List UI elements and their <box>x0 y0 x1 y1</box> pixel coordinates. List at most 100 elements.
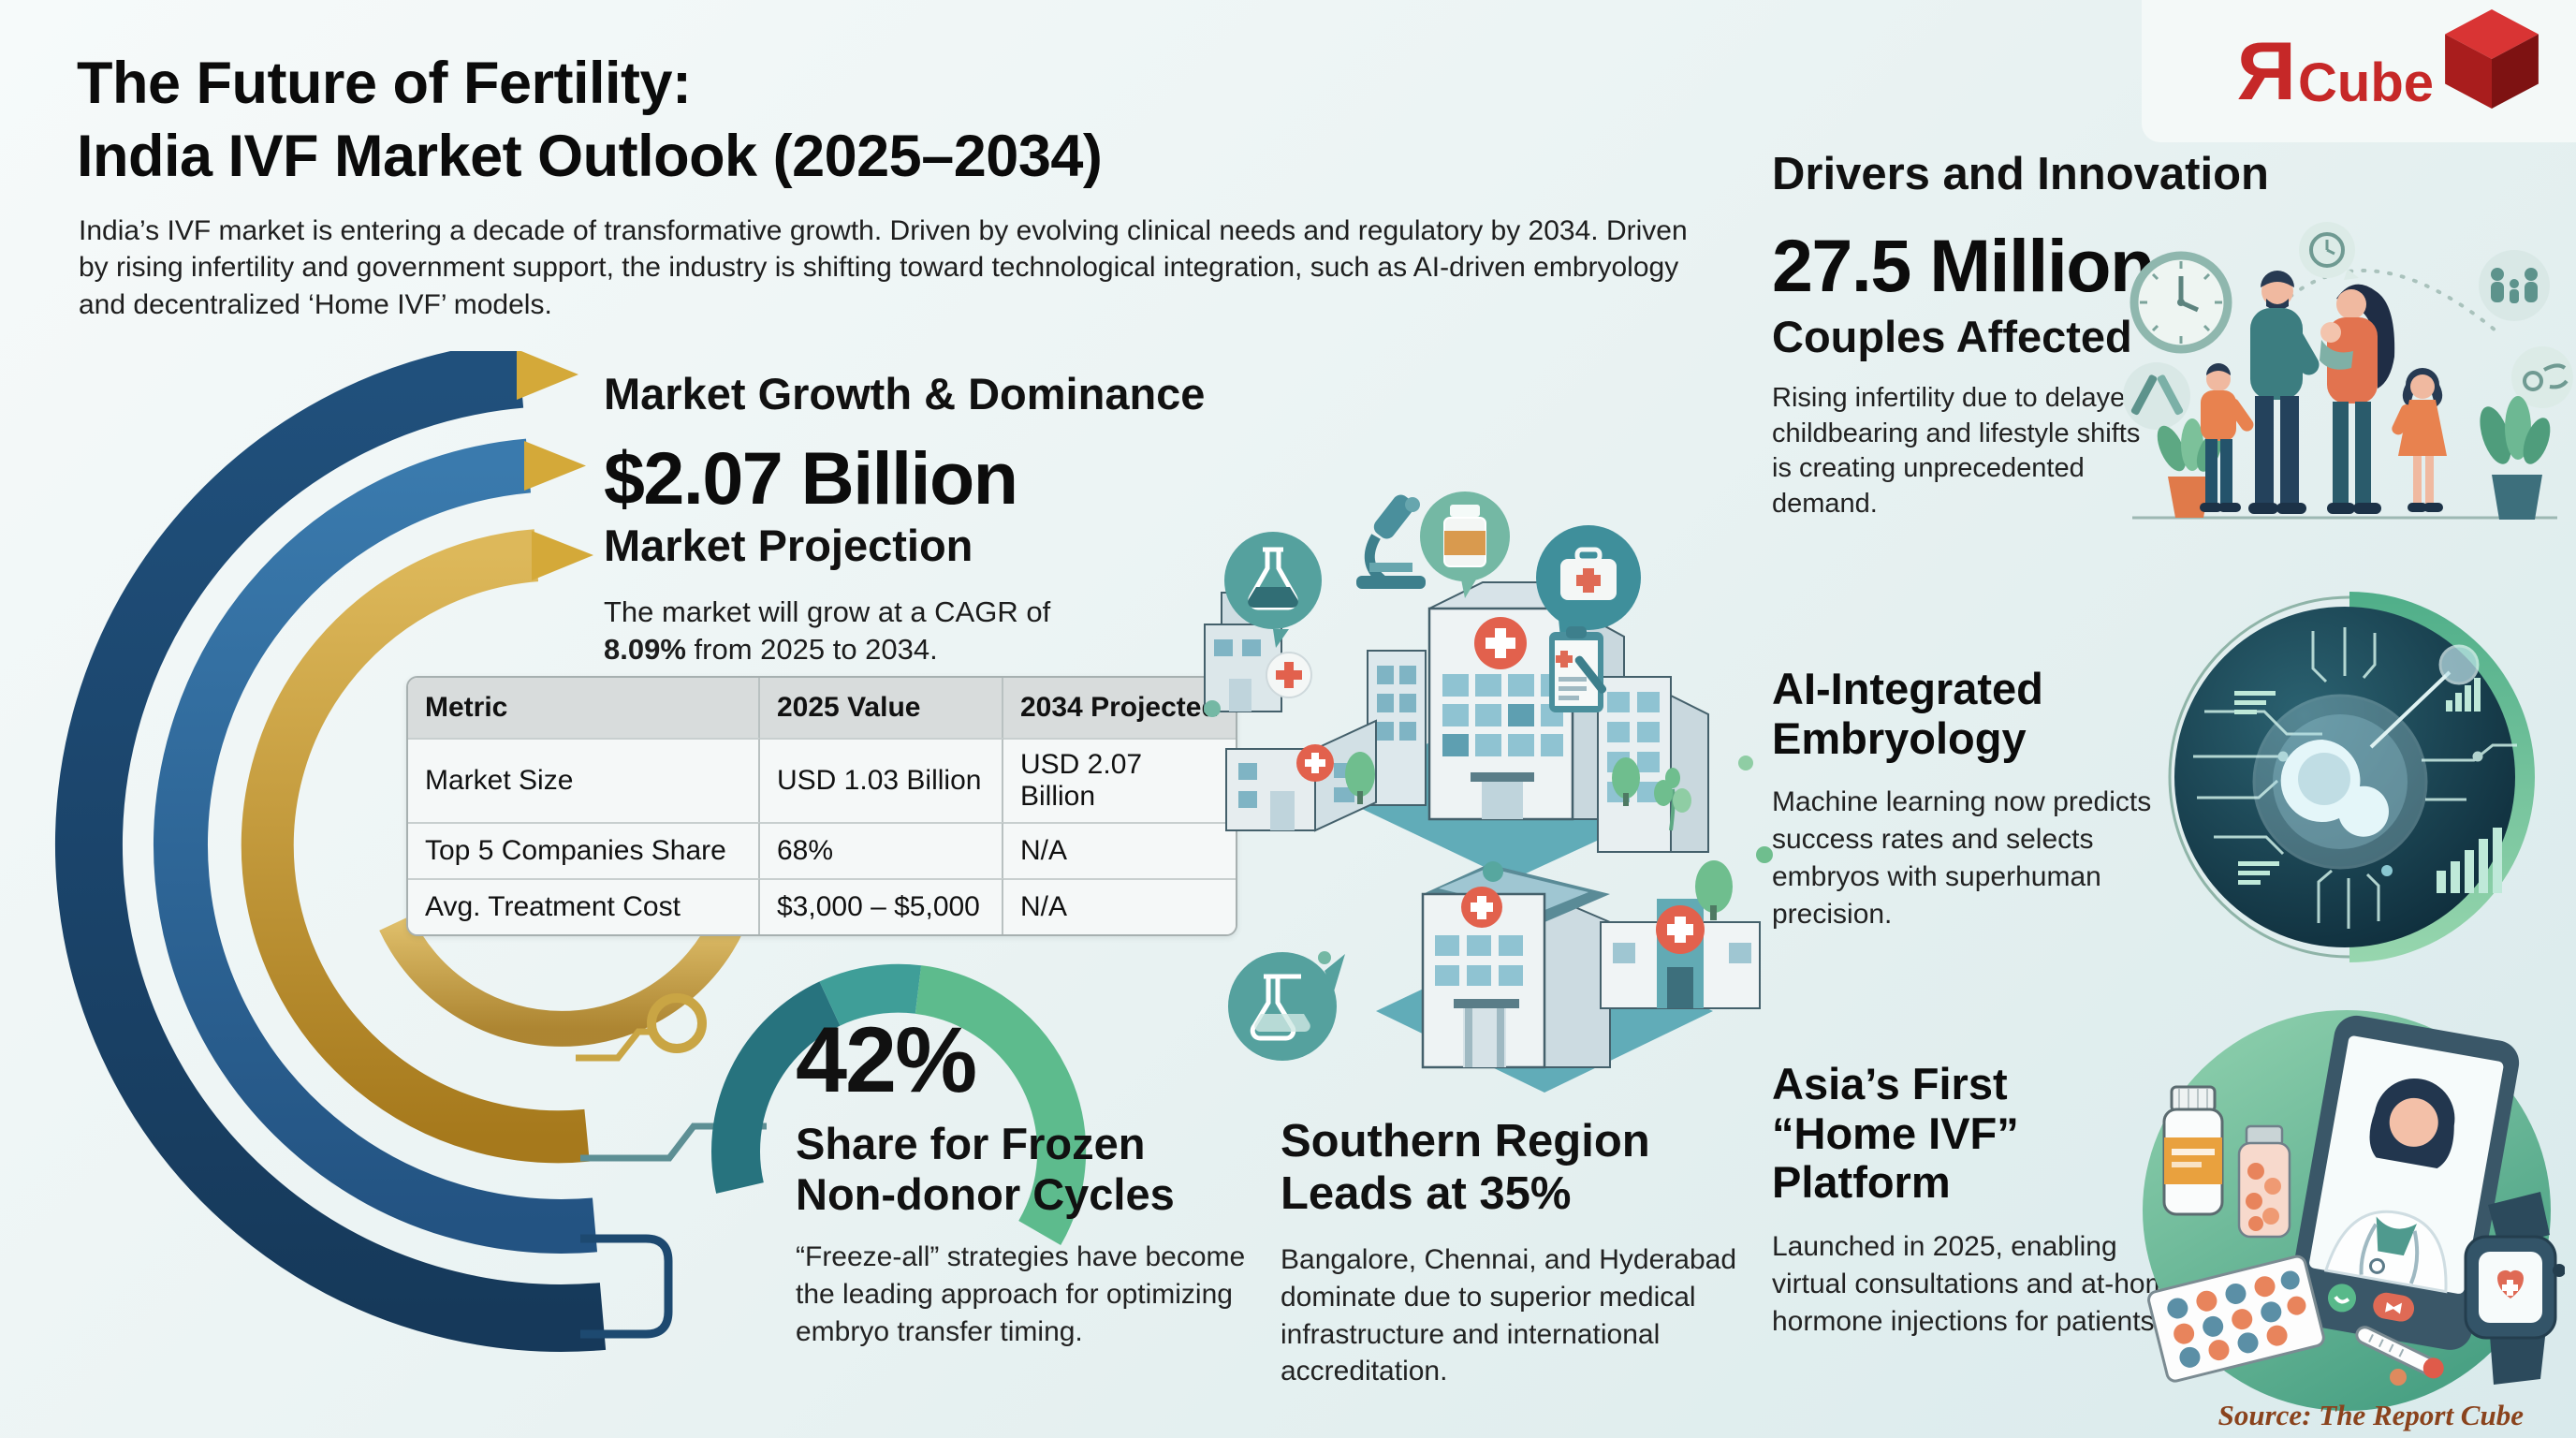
clock-icon <box>2130 251 2232 354</box>
southern-heading: Southern Region Leads at 35% <box>1281 1116 1823 1221</box>
ai-heading-line2: Embryology <box>1772 712 2027 763</box>
cell-top5-2034: N/A <box>1003 822 1236 878</box>
ai-heading-line1: AI-Integrated <box>1772 664 2043 713</box>
cell-top5: Top 5 Companies Share <box>408 822 760 878</box>
tower-building-icon <box>1597 676 1709 853</box>
ai-embryology-section: AI-Integrated Embryology Machine learnin… <box>1772 664 2184 933</box>
market-projection-stat: $2.07 Billion <box>604 436 1018 520</box>
table-row: Avg. Treatment Cost $3,000 – $5,000 N/A <box>408 878 1236 934</box>
arc-arrowheads <box>517 351 593 580</box>
mother-figure <box>2320 284 2395 514</box>
smartwatch-icon <box>2464 1192 2565 1385</box>
cagr-suffix: from 2025 to 2034. <box>685 633 938 667</box>
frozen-heading: Share for Frozen Non-donor Cycles <box>796 1119 1282 1220</box>
cell-market-size-2025: USD 1.03 Billion <box>760 738 1003 822</box>
pill-dot <box>2390 1369 2407 1386</box>
southern-heading-line1: Southern Region <box>1281 1116 1650 1167</box>
growth-arcs-graphic <box>54 351 767 1352</box>
clipboard-icon <box>1549 626 1607 712</box>
metrics-table: Metric 2025 Value 2034 Projected Market … <box>406 676 1237 936</box>
home-ivf-heading-line1: Asia’s First <box>1772 1059 2008 1108</box>
family-bubble-icon <box>2479 250 2550 321</box>
embryo-icon <box>2252 694 2428 876</box>
decor-dots <box>1204 700 1773 964</box>
pill-jar-icon <box>2237 1124 2291 1239</box>
son-figure <box>2200 363 2254 512</box>
beaker-bubble-icon <box>1228 952 1345 1061</box>
col-header-2034: 2034 Projected <box>1003 678 1236 738</box>
cell-market-size-2034: USD 2.07 Billion <box>1003 738 1236 822</box>
frozen-cycles-gauge <box>711 963 1087 1246</box>
father-figure <box>2248 271 2320 514</box>
market-growth-heading: Market Growth & Dominance <box>604 369 1206 418</box>
icsi-needle-icon <box>2369 644 2480 749</box>
col-header-2025: 2025 Value <box>760 678 1003 738</box>
cagr-value: 8.09% <box>604 633 686 667</box>
leaf-sprig-icon <box>1654 768 1691 831</box>
table-row: Market Size USD 1.03 Billion USD 2.07 Bi… <box>408 738 1236 822</box>
cagr-prefix: The market will grow at a CAGR of <box>604 594 1059 628</box>
home-ivf-heading-line2: “Home IVF” <box>1772 1108 2019 1158</box>
thin-ring <box>2168 595 2350 959</box>
logo-r-glyph: Я <box>2236 24 2296 117</box>
plant-icon <box>2480 396 2551 520</box>
thermometer-icon <box>2355 1326 2444 1379</box>
drivers-heading: Drivers and Innovation <box>1772 149 2269 199</box>
hospital-building-icon <box>1421 864 1611 1069</box>
microscope-icon <box>1356 494 1426 589</box>
medical-center-icon <box>1600 899 1761 1009</box>
table-row: Top 5 Companies Share 68% N/A <box>408 822 1236 878</box>
medicine-bottle-bubble-icon <box>1420 492 1510 598</box>
source-credit: Source: The Report Cube <box>2217 1399 2524 1431</box>
cell-cost-2025: $3,000 – $5,000 <box>760 878 1003 934</box>
cell-cost-2034: N/A <box>1003 878 1236 934</box>
frozen-cycles-section: 42% Share for Frozen Non-donor Cycles “F… <box>796 1013 1282 1351</box>
home-ivf-body: Launched in 2025, enabling virtual consu… <box>1772 1230 2185 1337</box>
market-projection-label: Market Projection <box>604 520 973 570</box>
couples-affected-section: 27.5 Million Couples Affected Rising inf… <box>1772 227 2174 522</box>
concentric-arcs <box>54 351 744 1352</box>
table-header-row: Metric 2025 Value 2034 Projected <box>408 678 1236 738</box>
brand-logo: Я Cube <box>2142 0 2576 142</box>
cell-top5-2025: 68% <box>760 822 1003 878</box>
page-title: The Future of Fertility: India IVF Marke… <box>77 47 1103 193</box>
couples-stat: 27.5 Million <box>1772 224 2155 307</box>
flask-bubble-icon <box>1224 532 1322 648</box>
southern-heading-line2: Leads at 35% <box>1281 1167 1572 1219</box>
clock-bubble-icon <box>2299 222 2359 280</box>
daughter-figure <box>2392 368 2447 512</box>
intro-paragraph: India’s IVF market is entering a decade … <box>79 215 1688 320</box>
first-aid-bubble-icon <box>1536 525 1641 638</box>
tablet-telehealth-icon <box>2287 1015 2520 1350</box>
telehealth-kit-illustration <box>2143 1010 2565 1411</box>
frozen-body: “Freeze-all” strategies have become the … <box>796 1241 1246 1347</box>
market-growth-section: Market Growth & Dominance $2.07 Billion … <box>604 368 1278 669</box>
fertility-bubble-icon <box>2511 346 2573 408</box>
couples-body: Rising infertility due to delayed childb… <box>1772 382 2141 519</box>
southern-region-section: Southern Region Leads at 35% Bangalore, … <box>1281 1116 1823 1390</box>
frozen-heading-line1: Share for Frozen <box>796 1119 1146 1168</box>
ai-heading: AI-Integrated Embryology <box>1772 664 2184 763</box>
frozen-heading-line2: Non-donor Cycles <box>796 1169 1175 1220</box>
pill-bottle-icon <box>2162 1085 2224 1216</box>
metrics-table-wrap: Metric 2025 Value 2034 Projected Market … <box>406 676 1237 936</box>
cell-cost: Avg. Treatment Cost <box>408 878 760 934</box>
hospital-cluster-illustration <box>1204 492 1773 1093</box>
frozen-share-stat: 42% <box>796 1007 977 1111</box>
pencils-bubble-icon <box>2123 362 2190 430</box>
page-title-line2: India IVF Market Outlook (2025–2034) <box>77 124 1103 190</box>
logo-word: Cube <box>2298 52 2434 113</box>
home-ivf-section: Asia’s First “Home IVF” Platform Launche… <box>1772 1059 2203 1341</box>
ai-body: Machine learning now predicts success ra… <box>1772 786 2152 930</box>
tree-icon <box>1345 752 1733 920</box>
crescent-ring <box>2349 592 2535 962</box>
couples-label: Couples Affected <box>1772 311 2132 361</box>
page-title-line1: The Future of Fertility: <box>77 51 692 116</box>
family-illustration <box>2123 222 2573 520</box>
blister-pack-icon <box>2147 1255 2325 1383</box>
embryo-ai-illustration <box>2168 592 2535 962</box>
home-ivf-heading-line3: Platform <box>1772 1157 1951 1208</box>
home-ivf-heading: Asia’s First “Home IVF” Platform <box>1772 1059 2203 1208</box>
col-header-metric: Metric <box>408 678 760 738</box>
